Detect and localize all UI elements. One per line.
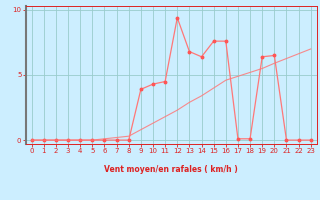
X-axis label: Vent moyen/en rafales ( km/h ): Vent moyen/en rafales ( km/h ) (104, 165, 238, 174)
